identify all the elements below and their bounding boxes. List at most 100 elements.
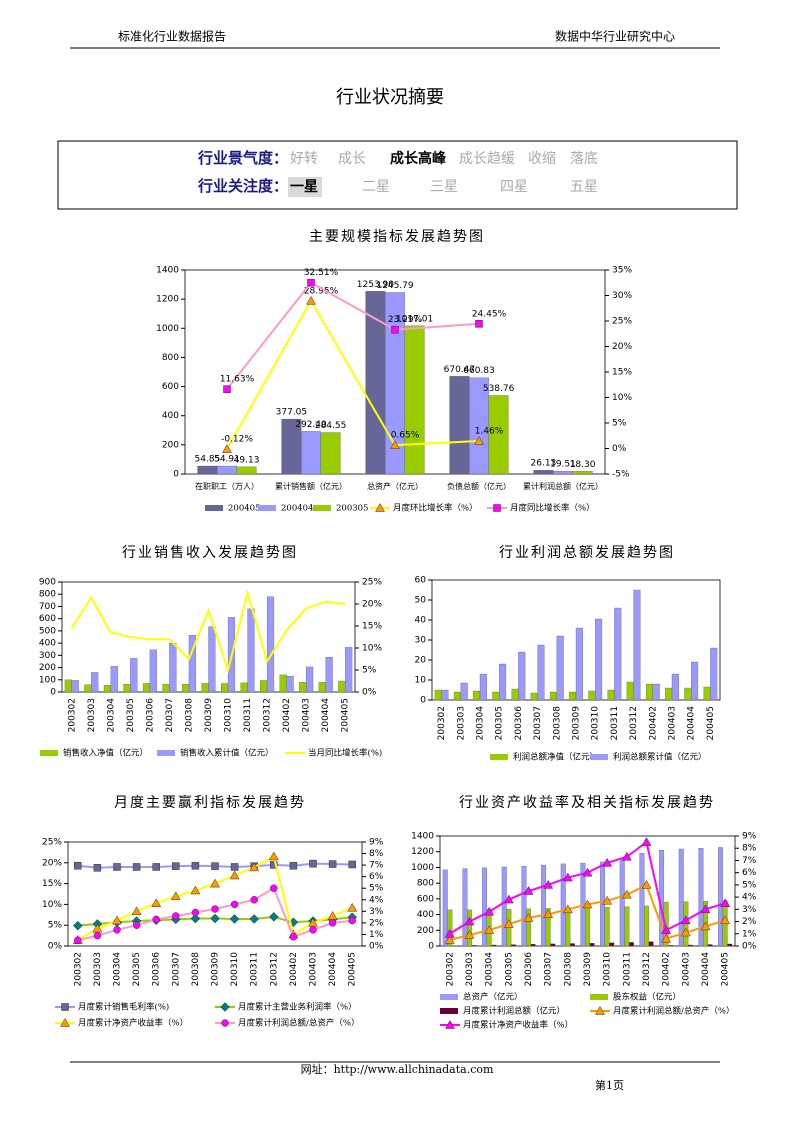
y2-tick-label: 0% — [742, 942, 757, 952]
bar — [201, 683, 209, 693]
x-tick-label: 200307 — [171, 952, 181, 986]
header-right: 数据中华行业研究中心 — [555, 29, 675, 44]
legend-label: 利润总额累计值（亿元） — [613, 752, 707, 763]
data-label: 377.05 — [276, 408, 308, 418]
bar — [306, 666, 314, 693]
x-tick-label: 200302 — [445, 952, 455, 986]
y2-tick-label: 10% — [362, 644, 382, 654]
x-tick-label: 200403 — [668, 706, 678, 740]
x-tick-label: 200302 — [67, 698, 77, 732]
bar — [442, 869, 448, 947]
x-tick-label: 200308 — [191, 952, 201, 987]
bar — [526, 908, 531, 947]
bar — [668, 945, 674, 947]
bar — [645, 683, 653, 701]
bar — [240, 682, 248, 693]
summary-option: 三星 — [430, 179, 458, 195]
chart-title: 主要规模指标发展趋势图 — [309, 229, 485, 245]
y2-tick-label: 5% — [369, 884, 384, 894]
y-tick-label: 0% — [48, 942, 63, 952]
y-tick-label: 1000 — [156, 324, 179, 334]
data-label: 23.29% — [388, 315, 423, 325]
x-tick-label: 总资产（亿元） — [367, 481, 423, 491]
x-tick-label: 200402 — [648, 706, 658, 740]
x-tick-label: 200405 — [706, 706, 716, 740]
legend-swatch — [590, 994, 608, 1000]
header-left: 标准化行业数据报告 — [118, 29, 226, 44]
legend-marker — [445, 1019, 455, 1029]
marker — [503, 894, 514, 904]
x-tick-label: 200304 — [106, 698, 116, 733]
marker — [700, 904, 711, 914]
bar — [628, 942, 634, 947]
marker — [72, 920, 83, 931]
summary-option: 五星 — [570, 179, 598, 195]
chart-title: 行业销售收入发展趋势图 — [122, 545, 298, 561]
legend-label: 股东权益（亿元） — [613, 992, 681, 1003]
marker — [503, 918, 514, 928]
y2-tick-label: 10% — [612, 393, 632, 403]
y-tick-label: 60 — [415, 576, 427, 586]
x-tick-label: 200304 — [113, 952, 123, 987]
bar — [103, 685, 111, 693]
y-tick-label: 800 — [417, 879, 434, 889]
marker — [700, 921, 711, 931]
x-tick-label: 200404 — [701, 952, 711, 987]
marker — [475, 320, 483, 328]
bar — [521, 866, 527, 947]
y2-tick-label: 3% — [369, 907, 384, 917]
data-label: 54.91 — [214, 454, 240, 464]
marker — [347, 902, 358, 912]
x-tick-label: 200312 — [269, 952, 279, 986]
x-tick-label: 200403 — [302, 698, 312, 732]
selected-bg — [288, 177, 322, 197]
bar — [217, 465, 237, 475]
bar — [585, 907, 590, 947]
bar — [665, 687, 673, 701]
x-tick-label: 200311 — [610, 706, 620, 740]
summary-option: 落底 — [570, 151, 598, 167]
y-tick-label: 1000 — [411, 863, 434, 873]
marker — [641, 837, 652, 846]
legend-marker — [595, 1005, 605, 1015]
x-tick-label: 负债总额（亿元） — [447, 481, 511, 491]
bar — [279, 674, 287, 693]
bar — [221, 683, 229, 693]
y-tick-label: 100 — [39, 675, 56, 685]
bar — [530, 692, 538, 701]
y-tick-label: 10 — [415, 676, 427, 686]
y-tick-label: 200 — [162, 440, 179, 450]
y2-tick-label: 4% — [369, 895, 384, 905]
marker — [190, 913, 201, 924]
data-label: 1245.79 — [376, 281, 413, 291]
y2-tick-label: 2% — [742, 917, 757, 927]
x-tick-label: 200309 — [572, 706, 582, 741]
bar — [553, 471, 573, 475]
x-tick-label: 200311 — [243, 698, 253, 732]
marker — [307, 278, 315, 287]
bar — [123, 683, 131, 693]
data-label: 660.83 — [463, 366, 495, 376]
marker — [523, 912, 534, 922]
line — [226, 298, 480, 450]
bar — [530, 943, 536, 947]
x-tick-label: 在职职工（万人） — [195, 481, 259, 491]
marker — [210, 913, 220, 924]
bar — [453, 691, 461, 701]
bar — [434, 689, 442, 701]
y2-tick-label: -5% — [612, 470, 630, 480]
chart-title: 行业资产收益率及相关指标发展趋势 — [459, 794, 715, 811]
y-tick-label: 40 — [415, 616, 427, 626]
marker — [641, 879, 652, 889]
bar — [549, 691, 557, 701]
y2-tick-label: 7% — [742, 856, 757, 866]
y2-tick-label: 5% — [742, 880, 757, 890]
legend-label: 月度累计销售毛利率(%) — [78, 1002, 169, 1013]
summary-option: 二星 — [362, 179, 390, 195]
marker — [172, 862, 180, 870]
x-tick-label: 200405 — [721, 952, 731, 986]
bar — [609, 942, 615, 947]
summary-label: 行业关注度： — [197, 177, 288, 195]
x-tick-label: 200303 — [87, 698, 97, 732]
x-tick-label: 200403 — [309, 952, 319, 986]
